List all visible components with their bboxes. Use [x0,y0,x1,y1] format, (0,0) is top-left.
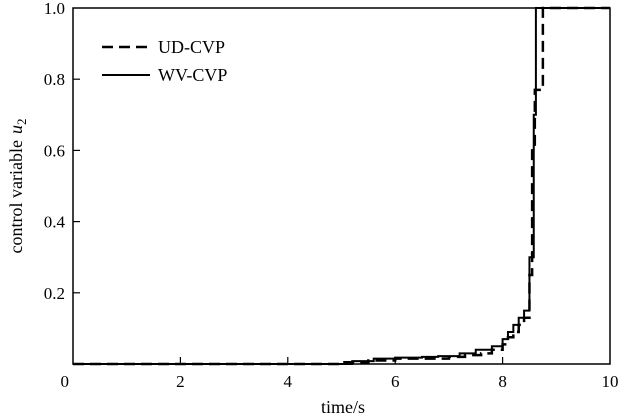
series-layer [73,6,610,366]
y-tick-label: 0.2 [44,284,65,303]
y-axis-label-subscript: 2 [14,119,29,126]
series-line-wv-cvp [73,7,610,365]
y-tick-label: 0.6 [44,141,65,160]
x-tick-label: 0 [61,372,70,391]
y-axis-label-text: control variable [6,140,26,253]
legend-label-ud-cvp: UD-CVP [158,37,225,57]
x-tick-label: 2 [176,372,185,391]
legend-label-wv-cvp: WV-CVP [158,65,227,85]
y-axis-label: control variable u2 [6,119,29,254]
x-tick-label: 4 [284,372,293,391]
x-tick-label: 6 [391,372,400,391]
x-tick-label: 10 [602,372,619,391]
x-axis-label: time/s [321,397,365,417]
y-tick-label: 0.4 [44,213,66,232]
y-ticks: 0.2 0.4 0.6 0.8 1.0 [44,0,80,303]
y-tick-label: 0.8 [44,70,65,89]
y-axis-label-symbol: u [6,125,26,134]
legend: UD-CVP WV-CVP [102,37,227,85]
x-tick-label: 8 [498,372,507,391]
y-tick-label: 1.0 [44,0,65,18]
x-ticks: 0 2 4 6 8 10 [61,357,619,391]
